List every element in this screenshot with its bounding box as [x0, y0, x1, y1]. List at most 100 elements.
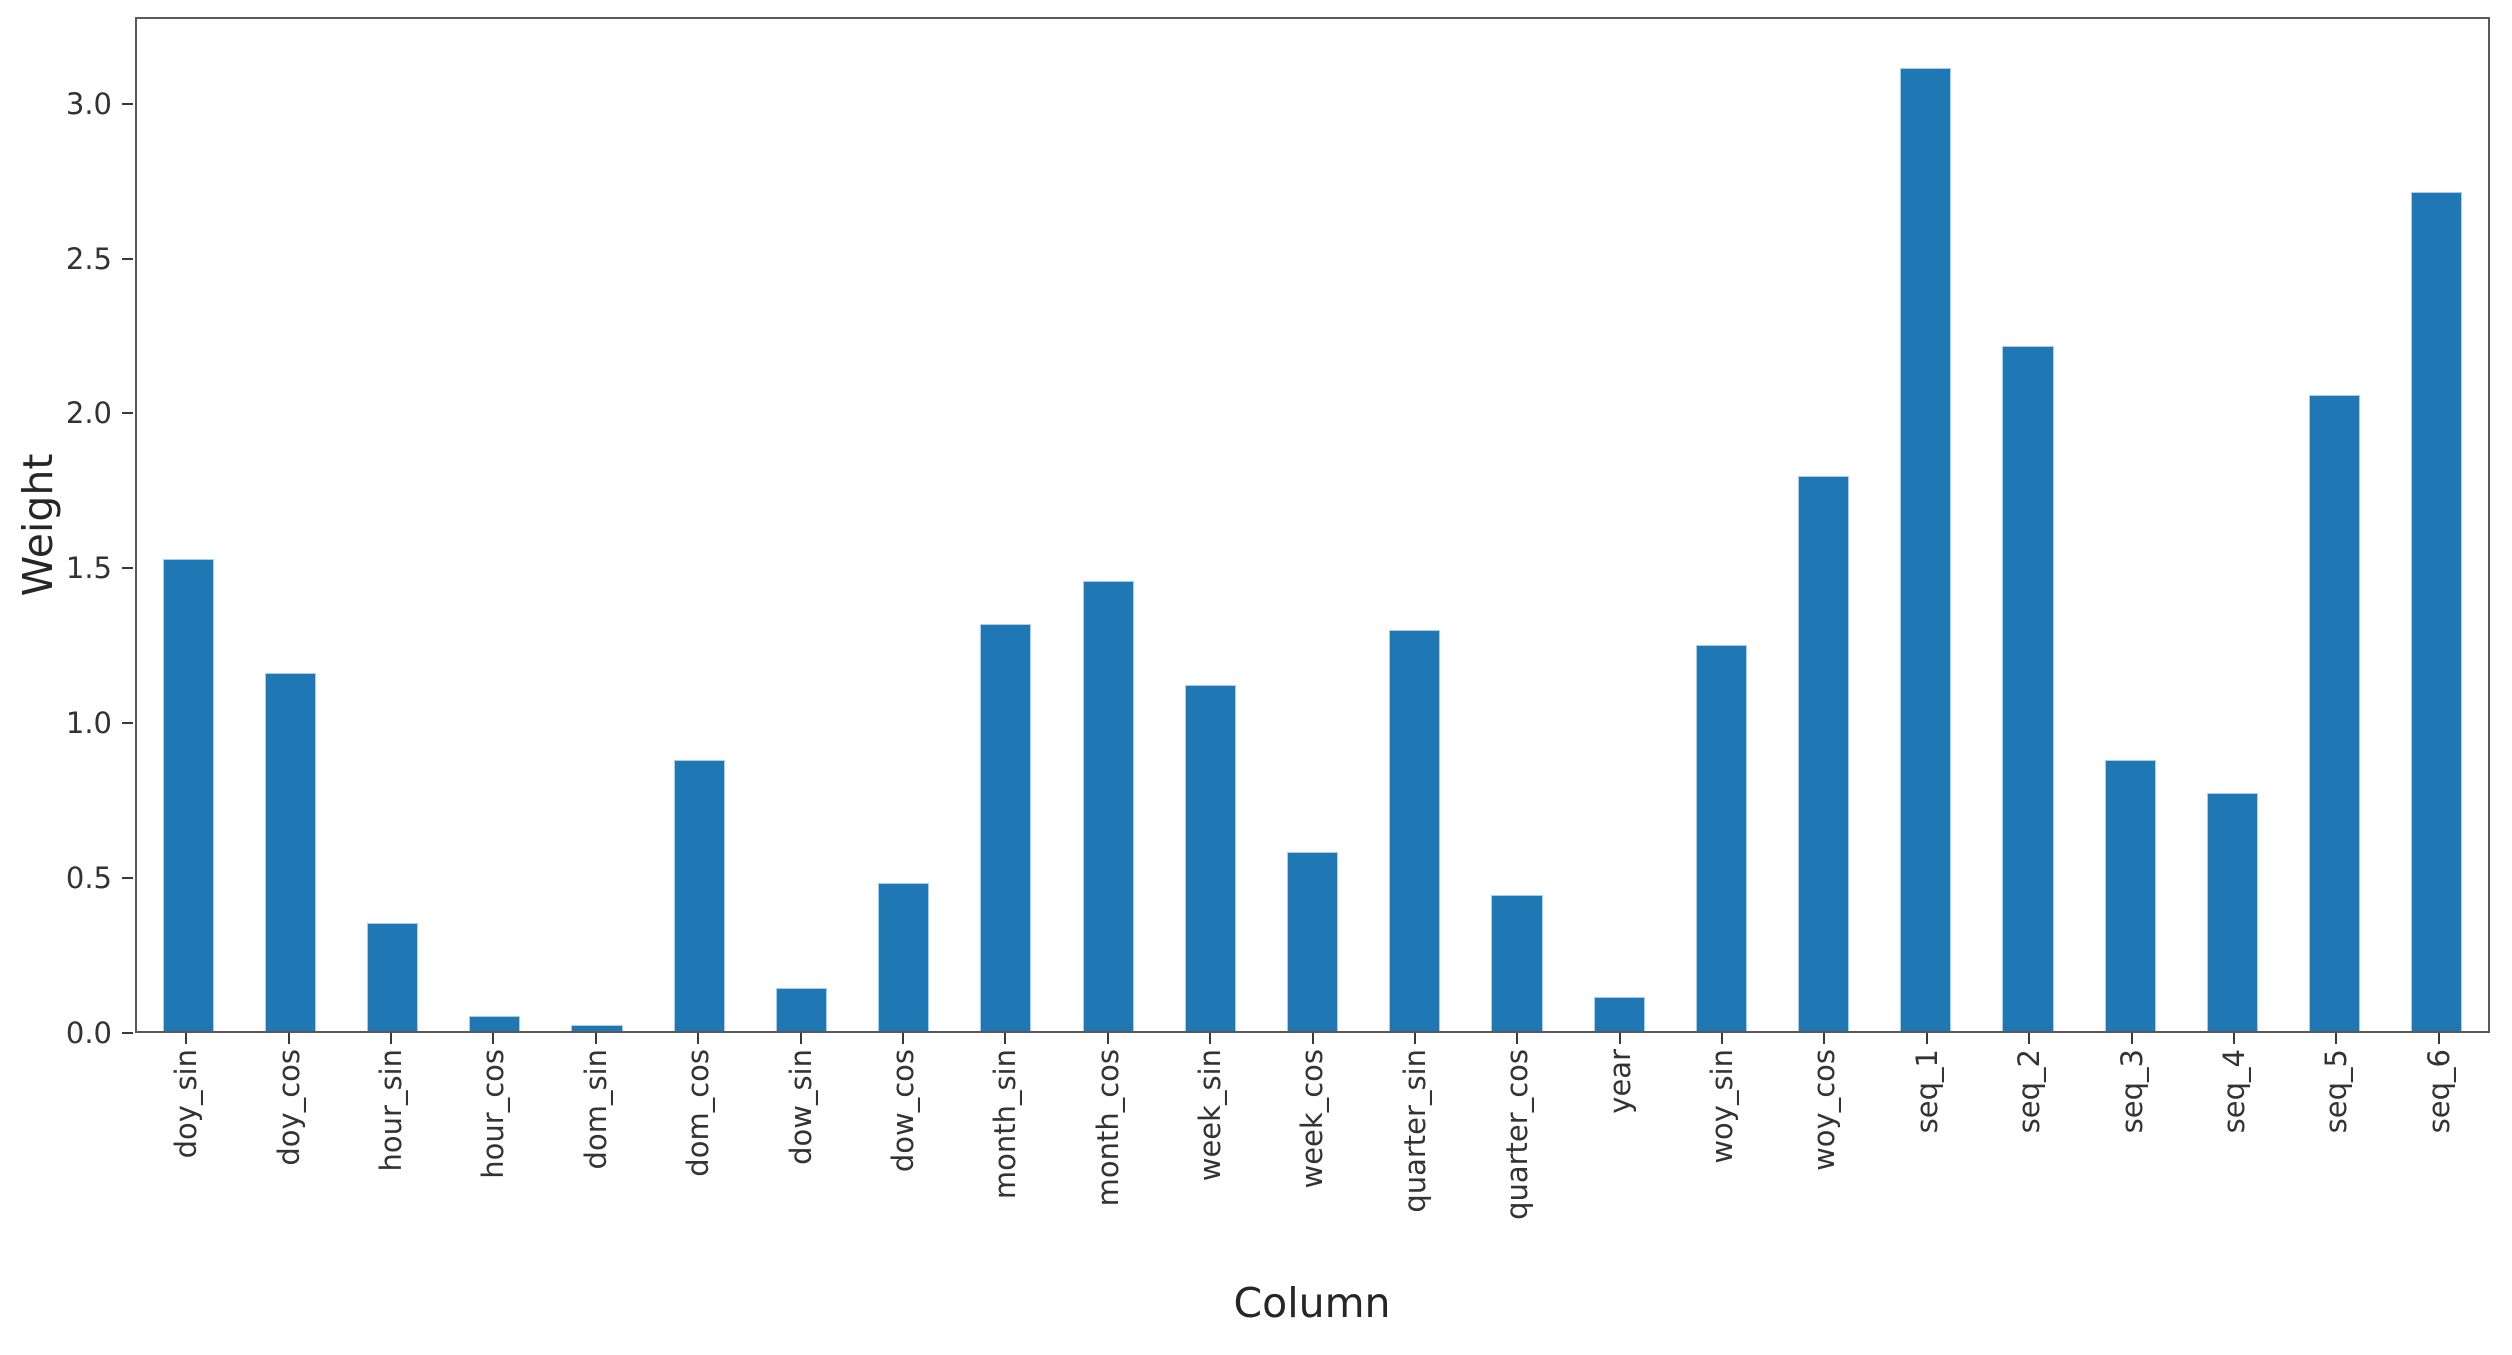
- x-tick-mark-seq_4: [2233, 1033, 2236, 1044]
- bars-container: [137, 19, 2488, 1031]
- x-tick-label-slot-hour_cos: hour_cos: [442, 1049, 544, 1220]
- x-tick-mark-hour_cos: [492, 1033, 495, 1044]
- x-tick-mark-week_cos: [1311, 1033, 1314, 1044]
- bar-slot-seq_1: [1875, 19, 1977, 1031]
- x-axis-tick-labels: doy_sin doy_cos hour_sin hour_cos dom_sin dom…: [135, 1049, 2490, 1220]
- x-tick-label-month_cos: month_cos: [1090, 1049, 1125, 1207]
- x-tick-label-month_sin: month_sin: [988, 1049, 1023, 1200]
- bar-slot-woy_cos: [1773, 19, 1875, 1031]
- x-tick-label-slot-seq_2: seq_2: [1978, 1049, 2080, 1220]
- bar-woy_cos: [1798, 475, 1850, 1031]
- bar-slot-quarter_cos: [1466, 19, 1568, 1031]
- bar-week_sin: [1184, 685, 1236, 1031]
- x-tick-label-seq_6: seq_6: [2421, 1049, 2456, 1134]
- y-tick-label-2.5: 2.5: [65, 241, 112, 276]
- x-axis-title: Column: [1233, 1279, 1391, 1327]
- bar-slot-seq_3: [2079, 19, 2181, 1031]
- bar-slot-month_cos: [1057, 19, 1159, 1031]
- bar-slot-dom_sin: [546, 19, 648, 1031]
- bar-doy_cos: [264, 673, 316, 1031]
- x-tick-mark-dow_sin: [799, 1033, 802, 1044]
- x-tick-mark-hour_sin: [389, 1033, 392, 1044]
- x-tick-label-slot-doy_cos: doy_cos: [237, 1049, 339, 1220]
- x-tick-label-year: year: [1602, 1049, 1637, 1114]
- y-tick-label-0.0: 0.0: [65, 1016, 112, 1050]
- x-tick-mark-month_sin: [1004, 1033, 1007, 1044]
- bar-seq_6: [2411, 191, 2463, 1031]
- y-tick-label-2.0: 2.0: [65, 396, 112, 431]
- x-tick-label-slot-week_sin: week_sin: [1159, 1049, 1261, 1220]
- x-tick-mark-doy_cos: [287, 1033, 290, 1044]
- plot-area: [135, 17, 2490, 1033]
- bar-slot-year: [1568, 19, 1670, 1031]
- x-tick-label-hour_cos: hour_cos: [476, 1049, 511, 1179]
- bar-seq_3: [2104, 759, 2156, 1031]
- x-tick-mark-seq_3: [2130, 1033, 2133, 1044]
- x-tick-mark-doy_sin: [185, 1033, 188, 1044]
- x-tick-label-slot-seq_1: seq_1: [1876, 1049, 1978, 1220]
- y-tick-mark-0.0: [122, 1032, 133, 1034]
- bar-week_cos: [1286, 852, 1339, 1031]
- bar-slot-hour_cos: [444, 19, 546, 1031]
- x-tick-mark-seq_6: [2437, 1033, 2440, 1044]
- x-tick-label-dom_cos: dom_cos: [681, 1049, 716, 1177]
- y-tick-label-1.5: 1.5: [65, 551, 112, 586]
- x-tick-label-slot-dow_cos: dow_cos: [852, 1049, 954, 1220]
- bar-seq_1: [1900, 68, 1952, 1031]
- bar-slot-dom_cos: [648, 19, 750, 1031]
- bar-slot-seq_5: [2284, 19, 2386, 1031]
- x-tick-label-week_sin: week_sin: [1193, 1049, 1228, 1182]
- x-tick-label-slot-year: year: [1568, 1049, 1670, 1220]
- bar-dom_sin: [571, 1024, 623, 1031]
- x-tick-mark-dom_cos: [697, 1033, 700, 1044]
- x-tick-mark-year: [1618, 1033, 1621, 1044]
- bar-doy_sin: [162, 558, 214, 1031]
- bar-hour_cos: [469, 1015, 521, 1031]
- bar-slot-week_sin: [1159, 19, 1261, 1031]
- x-tick-label-slot-seq_6: seq_6: [2388, 1049, 2490, 1220]
- bar-dom_cos: [673, 759, 725, 1031]
- bar-slot-seq_6: [2386, 19, 2488, 1031]
- bar-slot-quarter_sin: [1364, 19, 1466, 1031]
- x-tick-label-slot-seq_4: seq_4: [2183, 1049, 2285, 1220]
- bar-slot-seq_2: [1977, 19, 2079, 1031]
- bar-slot-woy_sin: [1670, 19, 1772, 1031]
- x-tick-label-slot-doy_sin: doy_sin: [135, 1049, 237, 1220]
- y-tick-mark-3.0: [122, 102, 133, 105]
- y-tick-mark-2.0: [122, 412, 133, 415]
- x-tick-label-week_cos: week_cos: [1295, 1049, 1330, 1189]
- y-tick-label-3.0: 3.0: [65, 86, 112, 121]
- bar-slot-dow_cos: [853, 19, 955, 1031]
- bar-quarter_cos: [1491, 895, 1543, 1031]
- bar-seq_5: [2309, 395, 2361, 1031]
- x-tick-mark-seq_5: [2335, 1033, 2338, 1044]
- bar-slot-hour_sin: [341, 19, 443, 1031]
- bar-slot-doy_sin: [137, 19, 239, 1031]
- y-tick-label-1.0: 1.0: [65, 706, 112, 741]
- bar-seq_4: [2206, 793, 2259, 1031]
- bar-year: [1593, 997, 1645, 1031]
- x-tick-mark-woy_sin: [1721, 1033, 1724, 1044]
- x-tick-label-dow_cos: dow_cos: [885, 1049, 920, 1173]
- x-tick-mark-seq_2: [2028, 1033, 2031, 1044]
- x-tick-label-doy_cos: doy_cos: [271, 1049, 306, 1166]
- y-tick-label-0.5: 0.5: [65, 861, 112, 896]
- x-tick-label-woy_cos: woy_cos: [1807, 1049, 1842, 1171]
- bar-woy_sin: [1695, 645, 1747, 1031]
- x-tick-label-quarter_sin: quarter_sin: [1397, 1049, 1432, 1213]
- x-tick-label-slot-seq_3: seq_3: [2080, 1049, 2182, 1220]
- y-tick-mark-1.0: [122, 722, 133, 725]
- x-tick-label-slot-woy_cos: woy_cos: [1773, 1049, 1875, 1220]
- x-tick-label-hour_sin: hour_sin: [373, 1049, 408, 1172]
- x-tick-mark-month_cos: [1106, 1033, 1109, 1044]
- bar-hour_sin: [366, 923, 419, 1031]
- bar-quarter_sin: [1389, 629, 1441, 1031]
- x-tick-label-doy_sin: doy_sin: [169, 1049, 204, 1159]
- bar-dow_cos: [878, 882, 930, 1031]
- x-tick-label-slot-dom_sin: dom_sin: [545, 1049, 647, 1220]
- x-tick-label-woy_sin: woy_sin: [1705, 1049, 1740, 1164]
- x-tick-mark-quarter_cos: [1516, 1033, 1519, 1044]
- x-tick-label-quarter_cos: quarter_cos: [1500, 1049, 1535, 1220]
- x-tick-label-dow_sin: dow_sin: [783, 1049, 818, 1165]
